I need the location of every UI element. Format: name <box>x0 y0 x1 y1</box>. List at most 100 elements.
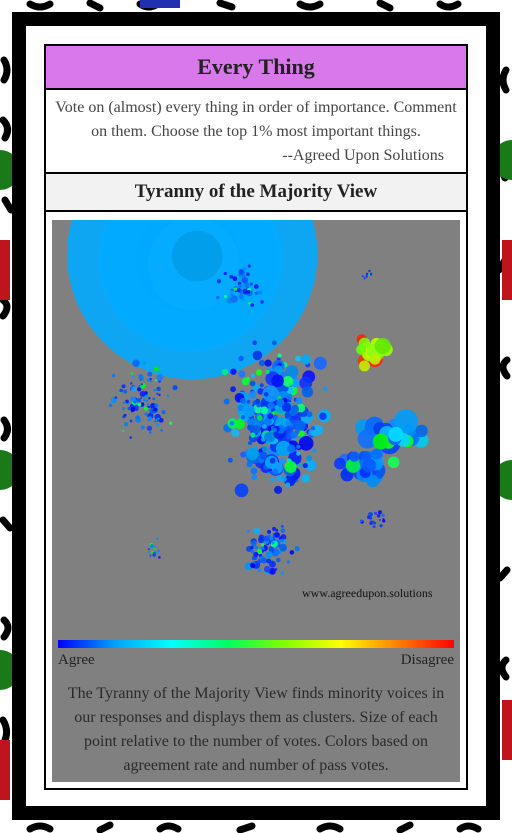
cluster-dot <box>242 267 247 271</box>
cluster-dot <box>280 538 285 543</box>
cluster-dot <box>284 460 297 473</box>
cluster-dot <box>223 398 230 405</box>
cluster-dot <box>260 406 269 415</box>
cluster-dot <box>275 528 279 532</box>
cluster-dot <box>227 457 233 463</box>
cluster-dot <box>378 510 382 515</box>
cluster-dot <box>140 402 145 407</box>
cluster-dot <box>130 396 136 402</box>
cluster-dot <box>300 354 311 365</box>
cluster-dot <box>276 474 283 482</box>
cluster-dot <box>258 534 265 540</box>
scale-low-label: Agree <box>58 652 95 668</box>
cluster-dot <box>311 431 317 436</box>
cluster-dot <box>296 444 301 449</box>
cluster-dot <box>298 463 303 468</box>
cluster-dot <box>166 394 170 397</box>
cluster-dot <box>266 558 272 564</box>
cluster-dot <box>246 447 259 461</box>
cluster-dot <box>153 547 156 550</box>
cluster-dot <box>123 422 129 427</box>
cluster-dot <box>387 456 400 469</box>
cluster-dot <box>282 375 294 387</box>
cluster-dot <box>230 368 237 375</box>
cluster-dot <box>334 457 346 470</box>
cluster-dot <box>108 403 113 407</box>
cluster-dot <box>371 448 382 460</box>
cluster-dot <box>270 540 278 548</box>
cluster-dot <box>129 382 133 385</box>
cluster-dot <box>231 428 240 437</box>
cluster-dot <box>271 374 284 388</box>
cluster-dot <box>122 429 125 432</box>
cluster-dot <box>153 407 158 412</box>
cluster-dot <box>119 388 123 393</box>
cluster-dot <box>270 477 275 482</box>
cluster-dot <box>247 441 253 446</box>
cluster-dot <box>110 397 117 404</box>
cluster-dot <box>156 423 160 427</box>
cluster-dot <box>251 474 257 480</box>
cluster-dot <box>168 421 173 425</box>
cluster-dot <box>250 373 255 378</box>
cluster-dot <box>148 396 151 400</box>
cluster-dot <box>249 545 254 550</box>
cluster-dot <box>172 385 178 391</box>
cluster-dot <box>114 396 118 399</box>
cluster-dot <box>373 521 377 525</box>
cluster-dot <box>232 276 238 282</box>
cluster-dot <box>238 284 242 288</box>
cluster-dot <box>257 415 263 421</box>
cluster-dot <box>171 230 223 282</box>
cluster-dot <box>158 393 161 397</box>
cluster-dot <box>369 521 373 526</box>
cluster-dot <box>246 290 251 294</box>
cluster-dot <box>376 513 381 518</box>
cluster-dot <box>379 524 382 527</box>
cluster-dot <box>216 295 220 300</box>
cluster-dot <box>240 414 246 420</box>
cluster-dot <box>140 383 143 386</box>
cluster-dot <box>257 421 262 426</box>
cluster-dot <box>130 410 134 413</box>
cluster-dot <box>313 356 327 370</box>
cluster-dot <box>374 511 378 515</box>
cluster-dot <box>381 513 385 517</box>
cluster-dot <box>238 355 244 362</box>
cluster-dot <box>258 359 266 367</box>
cluster-dot <box>269 560 276 568</box>
cluster-dot <box>147 551 151 554</box>
cluster-dot <box>289 550 295 555</box>
cluster-dot <box>142 398 146 402</box>
caption: The Tyranny of the Majority View finds m… <box>67 685 445 774</box>
cluster-dot <box>250 563 256 569</box>
cluster-dot <box>374 337 391 355</box>
cluster-dot <box>359 519 363 523</box>
cluster-dot <box>148 409 151 412</box>
cluster-dot <box>365 275 368 278</box>
cluster-dot <box>267 529 272 534</box>
cluster-dot <box>246 529 250 533</box>
cluster-dot <box>345 458 361 473</box>
cluster-dot <box>279 457 286 465</box>
section-title: Tyranny of the Majority View <box>46 174 466 212</box>
cluster-dot <box>260 300 264 304</box>
cluster-dot <box>258 290 262 295</box>
cluster-dot <box>259 383 264 388</box>
cluster-dot <box>302 462 308 469</box>
cluster-dot <box>280 571 284 575</box>
intro-text: Vote on (almost) every thing in order of… <box>55 99 457 140</box>
cluster-dot <box>275 440 292 457</box>
cluster-dot <box>230 386 236 393</box>
cluster-dot <box>372 525 376 529</box>
cluster-dot <box>146 403 150 406</box>
cluster-dot <box>122 415 126 419</box>
cluster-dot <box>267 402 275 410</box>
cluster-dot <box>149 554 152 557</box>
scale-high-label: Disagree <box>400 652 454 668</box>
cluster-dot <box>357 429 377 449</box>
cluster-dot <box>239 397 246 404</box>
cluster-dot <box>267 413 274 420</box>
cluster-dot <box>287 444 296 453</box>
cluster-dot <box>156 373 164 382</box>
